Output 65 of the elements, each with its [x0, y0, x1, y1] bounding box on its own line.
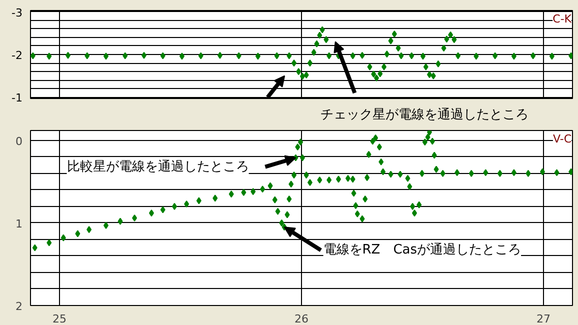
y-tick-label: -3: [12, 6, 22, 20]
point: [474, 52, 479, 60]
text: チェック星が電線を通過したところ: [320, 108, 528, 122]
y-tick-label: 2: [16, 300, 22, 313]
point: [46, 52, 52, 60]
point: [367, 63, 372, 70]
annotation: 電線をRZ Casが通過したところ: [323, 242, 522, 258]
point: [255, 52, 260, 60]
point: [530, 52, 536, 60]
point: [452, 36, 457, 44]
point: [286, 52, 292, 60]
point: [441, 44, 446, 52]
point: [511, 52, 516, 60]
point: [456, 52, 461, 60]
point: [448, 31, 454, 38]
point: [296, 68, 302, 76]
point: [198, 52, 204, 60]
x-tick-label: 27: [536, 312, 550, 325]
point: [492, 52, 498, 60]
point: [384, 50, 390, 58]
chart-title: V-C: [552, 132, 572, 146]
point: [396, 44, 401, 52]
point: [360, 52, 365, 59]
point: [320, 26, 325, 34]
point: [307, 60, 312, 67]
point: [324, 36, 329, 44]
point: [436, 60, 441, 68]
point: [388, 37, 394, 44]
point: [84, 52, 90, 60]
point: [444, 36, 450, 43]
x-tick-label: 26: [294, 312, 308, 325]
point: [217, 52, 222, 59]
point: [179, 52, 184, 60]
point: [122, 52, 128, 60]
point: [274, 52, 280, 60]
point: [326, 52, 332, 60]
point: [423, 63, 428, 70]
y-tick-label: -1: [12, 92, 22, 105]
point: [350, 52, 356, 60]
point: [160, 52, 166, 60]
point: [392, 30, 397, 38]
y-tick-label: 1: [16, 217, 22, 230]
point: [398, 52, 404, 60]
point: [374, 74, 380, 82]
point: [236, 52, 242, 60]
point: [371, 70, 376, 78]
point: [317, 32, 322, 39]
point: [300, 72, 305, 80]
point: [430, 72, 436, 80]
y-tick-label: -2: [12, 49, 22, 62]
point: [420, 52, 426, 60]
point: [66, 52, 71, 59]
point: [103, 52, 108, 60]
point: [311, 48, 316, 56]
x-tick-label: 25: [52, 312, 67, 325]
annotation: 比較星が電線を通過したところ: [66, 159, 249, 174]
point: [382, 63, 387, 70]
y-tick-label: 0: [16, 134, 22, 148]
point: [304, 72, 309, 79]
point: [409, 52, 414, 60]
point: [314, 40, 320, 48]
point: [378, 70, 383, 78]
chart-title: C-K: [552, 12, 572, 26]
point: [549, 52, 554, 60]
point: [141, 52, 146, 59]
